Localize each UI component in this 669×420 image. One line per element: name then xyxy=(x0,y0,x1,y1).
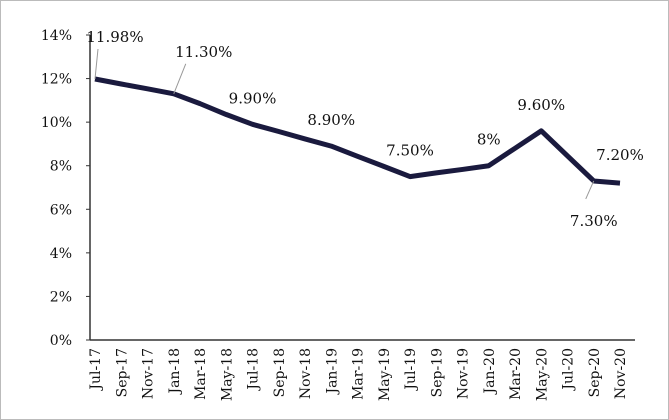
data-label: 7.20% xyxy=(596,146,644,164)
x-tick-label: Sep-19 xyxy=(429,348,445,397)
x-tick-label: Mar-20 xyxy=(508,348,524,400)
x-tick-label: Mar-19 xyxy=(351,348,367,400)
y-tick-label: 0% xyxy=(50,333,72,349)
x-tick-label: Jan-19 xyxy=(324,348,340,396)
x-tick-label: Jul-19 xyxy=(403,348,419,392)
x-tick-label: Nov-19 xyxy=(456,348,472,399)
x-tick-label: Jan-20 xyxy=(482,348,498,396)
x-tick-label: Sep-18 xyxy=(272,348,288,397)
y-tick-label: 4% xyxy=(50,246,72,262)
y-tick-label: 10% xyxy=(41,115,72,131)
x-tick-label: Sep-20 xyxy=(587,348,603,397)
leader-line xyxy=(173,63,187,95)
x-tick-label: May-20 xyxy=(534,348,550,401)
x-tick-label: Nov-18 xyxy=(298,348,314,399)
data-label: 11.30% xyxy=(175,43,232,61)
data-label: 9.90% xyxy=(229,89,277,107)
leader-line xyxy=(94,48,99,80)
y-tick-label: 12% xyxy=(41,72,72,88)
y-tick-label: 6% xyxy=(50,202,72,218)
line xyxy=(94,76,621,186)
x-tick-label: Jul-18 xyxy=(246,348,262,392)
x-tick-label: Nov-17 xyxy=(141,348,157,399)
y-tick-label: 8% xyxy=(50,159,72,175)
x-tick-label: May-19 xyxy=(377,348,393,401)
x-tick-label: Mar-18 xyxy=(193,348,209,400)
data-label: 8% xyxy=(477,131,501,149)
data-label: 9.60% xyxy=(517,96,565,114)
data-label: 8.90% xyxy=(307,111,355,129)
x-tick-label: Sep-17 xyxy=(114,348,130,397)
y-tick-label: 2% xyxy=(50,289,72,305)
y-tick-label: 14% xyxy=(41,28,72,44)
data-label: 7.30% xyxy=(570,212,618,230)
x-tick-label: Nov-20 xyxy=(613,348,629,399)
data-label: 7.50% xyxy=(386,142,434,160)
data-label: 11.98% xyxy=(86,28,143,46)
x-tick-label: May-18 xyxy=(219,348,235,401)
x-tick-label: Jul-20 xyxy=(561,348,577,392)
x-tick-label: Jan-18 xyxy=(167,348,183,396)
leader-line xyxy=(585,180,595,200)
x-tick-label: Jul-17 xyxy=(88,348,104,392)
